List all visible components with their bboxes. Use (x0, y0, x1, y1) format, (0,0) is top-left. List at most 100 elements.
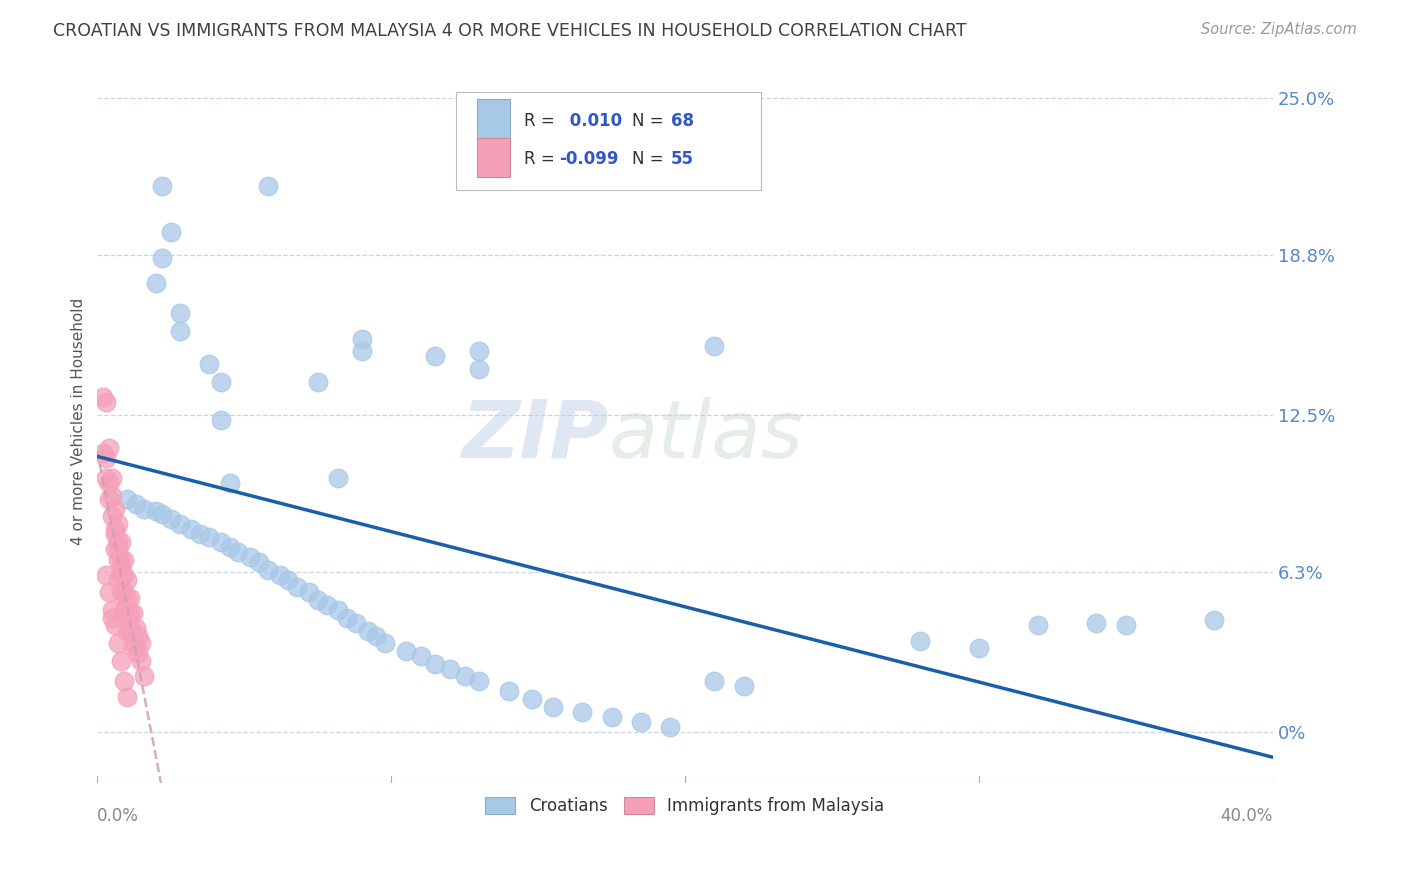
Point (228, 545, 250, 559)
Point (522, 692, 544, 706)
Text: R =: R = (524, 151, 560, 169)
Point (541, 699, 564, 714)
Point (307, 375, 329, 389)
Text: 40.0%: 40.0% (1220, 806, 1272, 825)
Point (269, 567, 291, 582)
Point (409, 648, 432, 663)
Text: 0.0%: 0.0% (97, 806, 139, 825)
Point (101, 611, 124, 625)
Point (703, 674, 725, 689)
Point (124, 621, 146, 635)
Point (150, 179, 173, 194)
Point (247, 555, 270, 569)
Y-axis label: 4 or more Vehicles in Household: 4 or more Vehicles in Household (72, 298, 86, 545)
Point (425, 657, 447, 671)
Point (150, 251, 173, 265)
Text: -0.099: -0.099 (560, 151, 619, 169)
Text: atlas: atlas (609, 397, 803, 475)
FancyBboxPatch shape (477, 99, 510, 139)
Text: CROATIAN VS IMMIGRANTS FROM MALAYSIA 4 OR MORE VEHICLES IN HOUSEHOLD CORRELATION: CROATIAN VS IMMIGRANTS FROM MALAYSIA 4 O… (53, 22, 967, 40)
Point (101, 471, 124, 485)
Point (96, 567, 118, 582)
Text: N =: N = (633, 112, 669, 130)
Point (180, 522, 202, 536)
Point (96, 471, 118, 485)
Point (703, 339, 725, 353)
Point (121, 606, 143, 620)
Point (104, 618, 127, 632)
Point (733, 679, 755, 693)
Point (145, 504, 167, 518)
Point (107, 552, 129, 566)
Point (101, 489, 124, 503)
Point (630, 714, 652, 729)
Point (169, 306, 191, 320)
Point (107, 542, 129, 557)
FancyBboxPatch shape (456, 92, 762, 190)
Point (115, 491, 138, 506)
Point (357, 624, 380, 638)
Point (1026, 618, 1049, 632)
Point (328, 471, 350, 485)
Point (112, 567, 135, 582)
Point (115, 573, 138, 587)
Point (1202, 614, 1225, 628)
Point (107, 534, 129, 549)
Point (115, 591, 138, 605)
Point (468, 344, 491, 359)
Point (169, 516, 191, 531)
Point (112, 552, 135, 566)
Point (115, 624, 138, 638)
Point (110, 654, 132, 668)
Point (110, 552, 132, 566)
Text: Source: ZipAtlas.com: Source: ZipAtlas.com (1201, 22, 1357, 37)
Point (104, 501, 127, 516)
Point (298, 585, 321, 599)
Point (256, 563, 278, 577)
Point (101, 603, 124, 617)
Point (131, 654, 153, 668)
Point (198, 530, 221, 544)
Point (188, 527, 211, 541)
Point (209, 413, 232, 427)
Point (967, 641, 990, 656)
Point (425, 350, 447, 364)
FancyBboxPatch shape (477, 137, 510, 178)
Point (112, 674, 135, 689)
Point (1085, 615, 1108, 630)
Point (91, 390, 114, 404)
Text: 55: 55 (671, 151, 695, 169)
Point (453, 669, 475, 683)
Point (468, 674, 491, 689)
Point (118, 624, 141, 638)
Point (124, 639, 146, 653)
Point (239, 549, 262, 564)
Point (344, 615, 367, 630)
Point (218, 540, 240, 554)
Point (350, 332, 373, 346)
Point (91, 446, 114, 460)
Point (336, 611, 359, 625)
Point (350, 344, 373, 359)
Point (374, 636, 396, 650)
Point (277, 573, 299, 587)
Point (127, 629, 149, 643)
Point (256, 179, 278, 194)
Point (1115, 618, 1137, 632)
Point (115, 608, 138, 623)
Point (101, 509, 124, 524)
Point (98, 441, 121, 455)
Legend: Croatians, Immigrants from Malaysia: Croatians, Immigrants from Malaysia (478, 790, 891, 822)
Point (159, 225, 181, 239)
Point (118, 591, 141, 605)
Point (98, 476, 121, 491)
Point (468, 362, 491, 376)
Text: N =: N = (633, 151, 669, 169)
Point (328, 603, 350, 617)
Point (121, 624, 143, 638)
Point (498, 684, 520, 698)
Point (118, 606, 141, 620)
Point (131, 636, 153, 650)
Point (395, 644, 418, 658)
Point (104, 542, 127, 557)
